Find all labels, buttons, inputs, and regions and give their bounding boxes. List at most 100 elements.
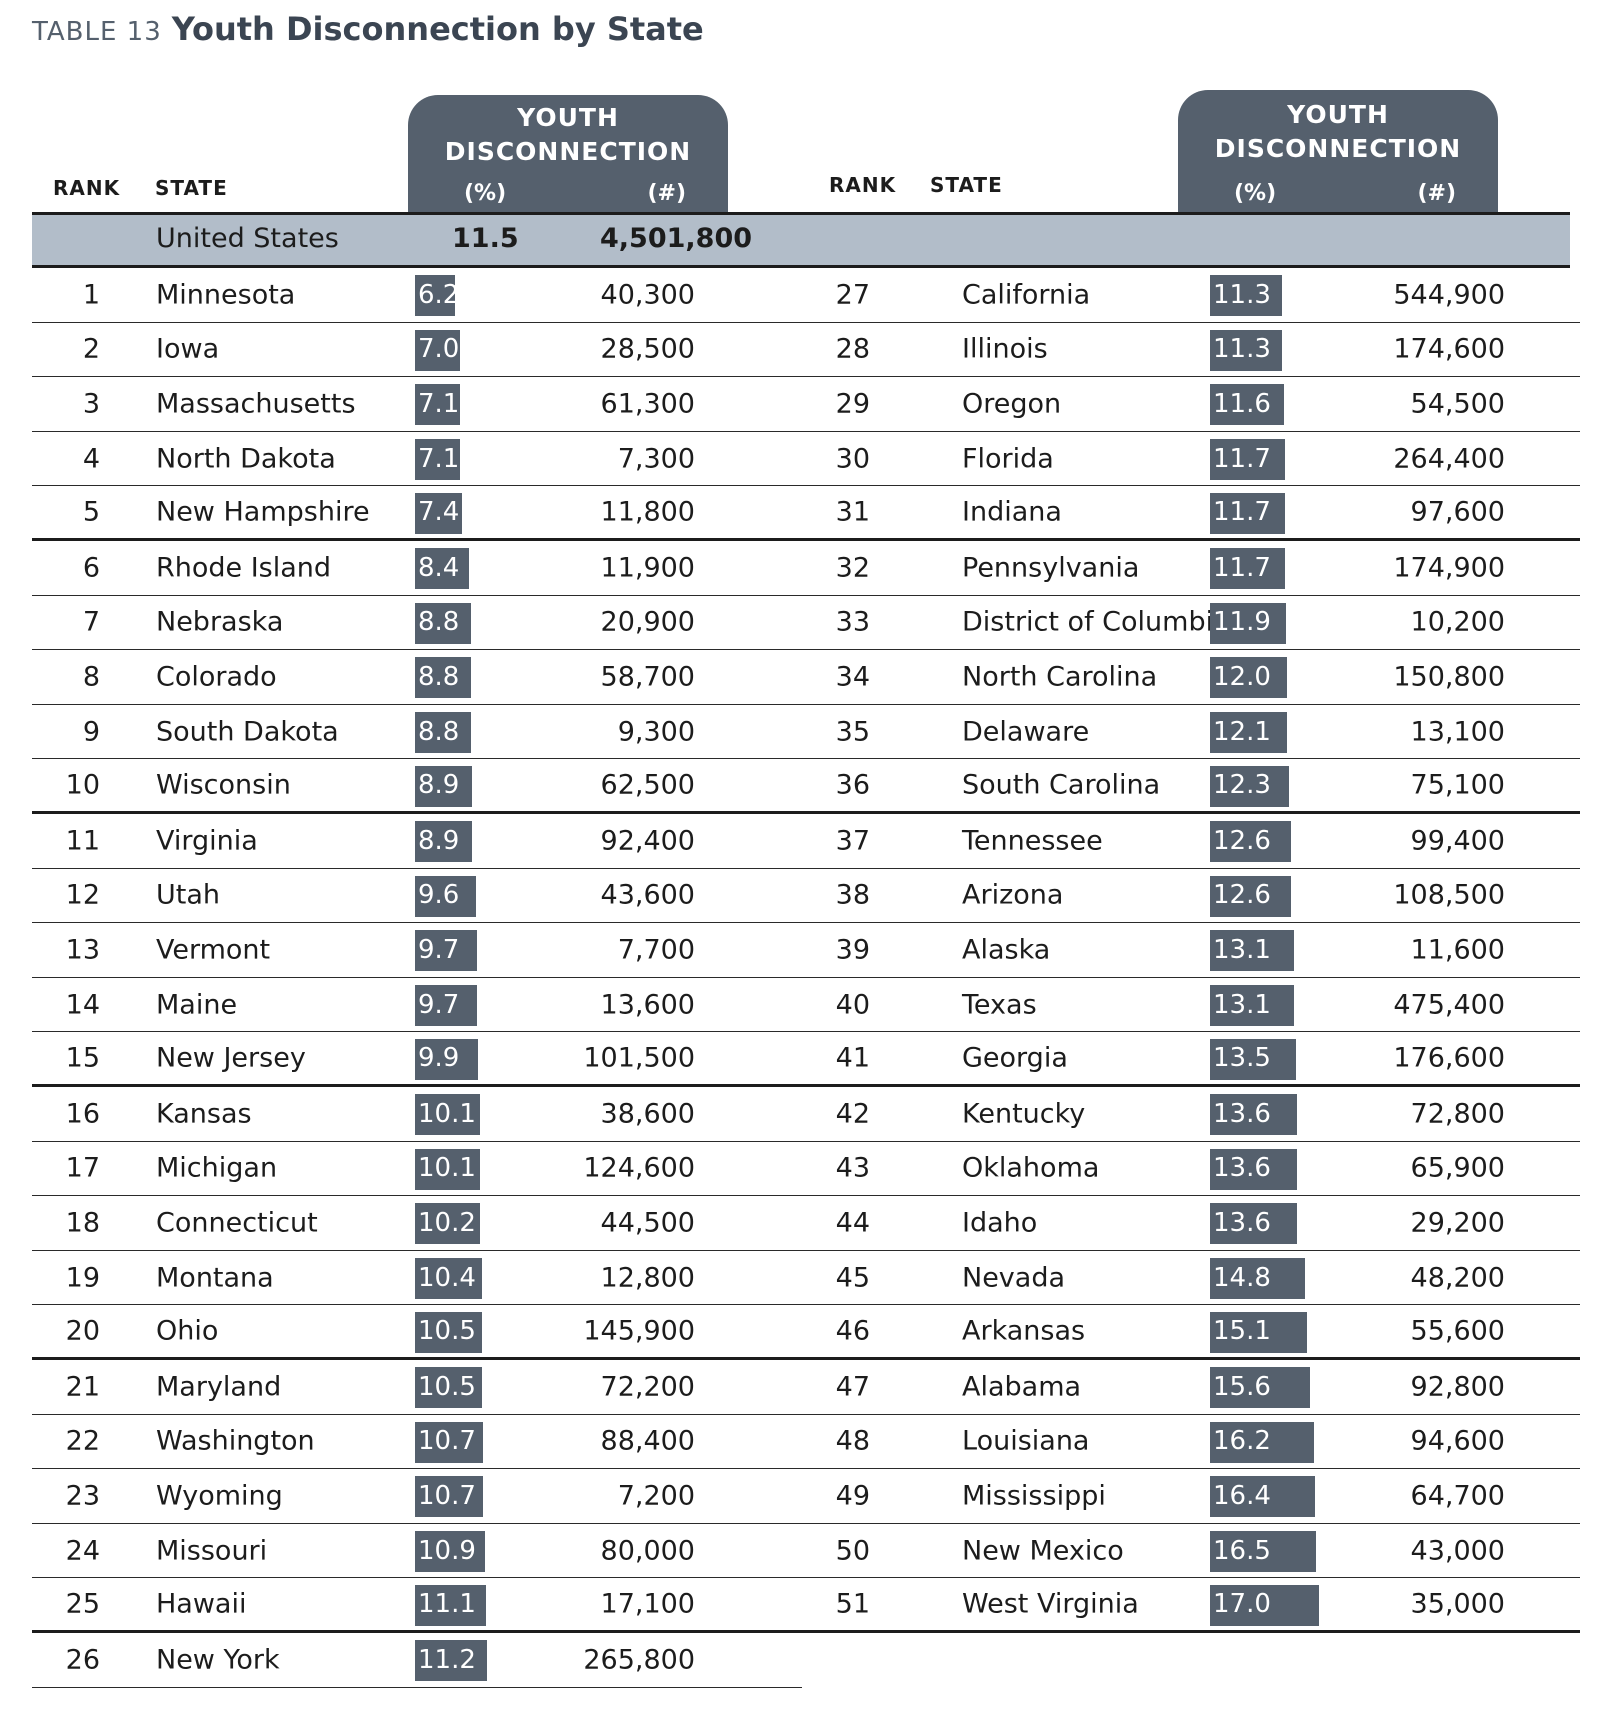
pct-bar xyxy=(415,1039,478,1081)
state-cell: Indiana xyxy=(962,496,1062,528)
count-cell: 88,400 xyxy=(600,1425,695,1457)
state-cell: Georgia xyxy=(962,1042,1068,1074)
pct-cell: 13.5 xyxy=(1213,1043,1271,1074)
state-cell: Michigan xyxy=(156,1152,278,1184)
pct-bar xyxy=(415,766,472,808)
state-cell: Texas xyxy=(962,989,1037,1021)
pct-bar xyxy=(415,984,477,1026)
rank-cell: 22 xyxy=(65,1425,100,1457)
pct-bar xyxy=(415,275,455,316)
rank-cell: 14 xyxy=(65,989,100,1021)
pct-cell: 16.5 xyxy=(1213,1535,1271,1566)
pct-cell: 13.6 xyxy=(1213,1153,1271,1184)
state-cell: Alaska xyxy=(962,934,1051,966)
pct-bar xyxy=(1210,329,1282,371)
us-pct: 11.5 xyxy=(452,223,519,254)
pct-cell: 7.0 xyxy=(418,334,460,365)
table-row: 28 Illinois 11.3 174,600 xyxy=(802,323,1580,378)
count-cell: 92,400 xyxy=(600,825,695,857)
count-header-right: (#) xyxy=(1417,181,1456,206)
state-cell: Tennessee xyxy=(962,825,1103,857)
rank-cell: 5 xyxy=(82,496,100,528)
metric-header-line2: DISCONNECTION xyxy=(444,137,692,166)
pct-cell: 7.4 xyxy=(418,497,460,528)
pct-bar xyxy=(415,1476,483,1518)
count-header-left: (#) xyxy=(647,181,686,206)
rank-header-left: RANK xyxy=(53,176,121,200)
count-cell: 35,000 xyxy=(1410,1588,1505,1620)
table-row: 35 Delaware 12.1 13,100 xyxy=(802,705,1580,760)
state-cell: Florida xyxy=(962,443,1054,475)
count-cell: 145,900 xyxy=(583,1315,695,1347)
state-cell: Oklahoma xyxy=(962,1152,1100,1184)
state-cell: Arkansas xyxy=(962,1315,1086,1347)
count-cell: 48,200 xyxy=(1410,1262,1505,1294)
count-cell: 11,900 xyxy=(600,552,695,584)
state-cell: Massachusetts xyxy=(156,388,356,420)
pct-cell: 12.0 xyxy=(1213,661,1271,692)
table-row: 46 Arkansas 15.1 55,600 xyxy=(802,1305,1580,1360)
pct-cell: 16.4 xyxy=(1213,1480,1271,1511)
table-title: Youth Disconnection by State xyxy=(171,10,704,48)
count-cell: 99,400 xyxy=(1410,825,1505,857)
pct-bar xyxy=(1210,930,1294,972)
rank-cell: 10 xyxy=(65,769,100,801)
count-cell: 108,500 xyxy=(1393,879,1505,911)
state-cell: New Jersey xyxy=(156,1042,306,1074)
rank-cell: 33 xyxy=(835,606,870,638)
table-row: 25 Hawaii 11.1 17,100 xyxy=(32,1578,802,1633)
state-cell: North Carolina xyxy=(962,661,1158,693)
pct-bar xyxy=(1210,438,1285,480)
table-row: 7 Nebraska 8.8 20,900 xyxy=(32,596,802,651)
us-count: 4,501,800 xyxy=(600,223,753,254)
table-row: 24 Missouri 10.9 80,000 xyxy=(32,1524,802,1579)
rank-cell: 43 xyxy=(835,1152,870,1184)
pct-cell: 10.5 xyxy=(418,1316,476,1347)
count-cell: 10,200 xyxy=(1410,606,1505,638)
rank-cell: 24 xyxy=(65,1535,100,1567)
table-row: 40 Texas 13.1 475,400 xyxy=(802,978,1580,1033)
count-cell: 13,600 xyxy=(600,989,695,1021)
state-cell: Rhode Island xyxy=(156,552,332,584)
pct-bar xyxy=(1210,1257,1305,1299)
state-cell: West Virginia xyxy=(962,1588,1139,1620)
pct-cell: 15.6 xyxy=(1213,1371,1271,1402)
count-cell: 72,200 xyxy=(600,1371,695,1403)
state-cell: Louisiana xyxy=(962,1425,1090,1457)
pct-bar xyxy=(1210,711,1287,753)
pct-cell: 10.1 xyxy=(418,1098,476,1129)
pct-bar xyxy=(415,548,469,589)
count-cell: 124,600 xyxy=(583,1152,695,1184)
rank-cell: 9 xyxy=(82,716,100,748)
pct-cell: 13.1 xyxy=(1213,934,1271,965)
rank-cell: 16 xyxy=(65,1098,100,1130)
pct-bar xyxy=(415,1585,486,1627)
pct-cell: 11.2 xyxy=(418,1644,476,1675)
table-row: 1 Minnesota 6.2 40,300 xyxy=(32,268,802,323)
state-cell: New Mexico xyxy=(962,1535,1124,1567)
pct-cell: 11.1 xyxy=(418,1589,476,1620)
state-cell: Virginia xyxy=(156,825,258,857)
pct-cell: 7.1 xyxy=(418,388,460,419)
rank-cell: 32 xyxy=(835,552,870,584)
pct-bar xyxy=(415,602,471,644)
count-cell: 44,500 xyxy=(600,1207,695,1239)
count-cell: 150,800 xyxy=(1393,661,1505,693)
rank-cell: 17 xyxy=(65,1152,100,1184)
state-cell: Alabama xyxy=(962,1371,1082,1403)
count-cell: 544,900 xyxy=(1393,279,1505,311)
rank-cell: 7 xyxy=(82,606,100,638)
pct-cell: 10.9 xyxy=(418,1535,476,1566)
rank-cell: 19 xyxy=(65,1262,100,1294)
count-cell: 72,800 xyxy=(1410,1098,1505,1130)
table-row: 15 New Jersey 9.9 101,500 xyxy=(32,1032,802,1087)
table-row: 49 Mississippi 16.4 64,700 xyxy=(802,1469,1580,1524)
state-header-right: STATE xyxy=(930,173,1003,197)
table-row: 20 Ohio 10.5 145,900 xyxy=(32,1305,802,1360)
rank-cell: 11 xyxy=(65,825,100,857)
pct-bar xyxy=(1210,1367,1310,1408)
count-cell: 17,100 xyxy=(600,1588,695,1620)
count-cell: 11,800 xyxy=(600,496,695,528)
state-cell: Montana xyxy=(156,1262,274,1294)
state-cell: South Dakota xyxy=(156,716,339,748)
